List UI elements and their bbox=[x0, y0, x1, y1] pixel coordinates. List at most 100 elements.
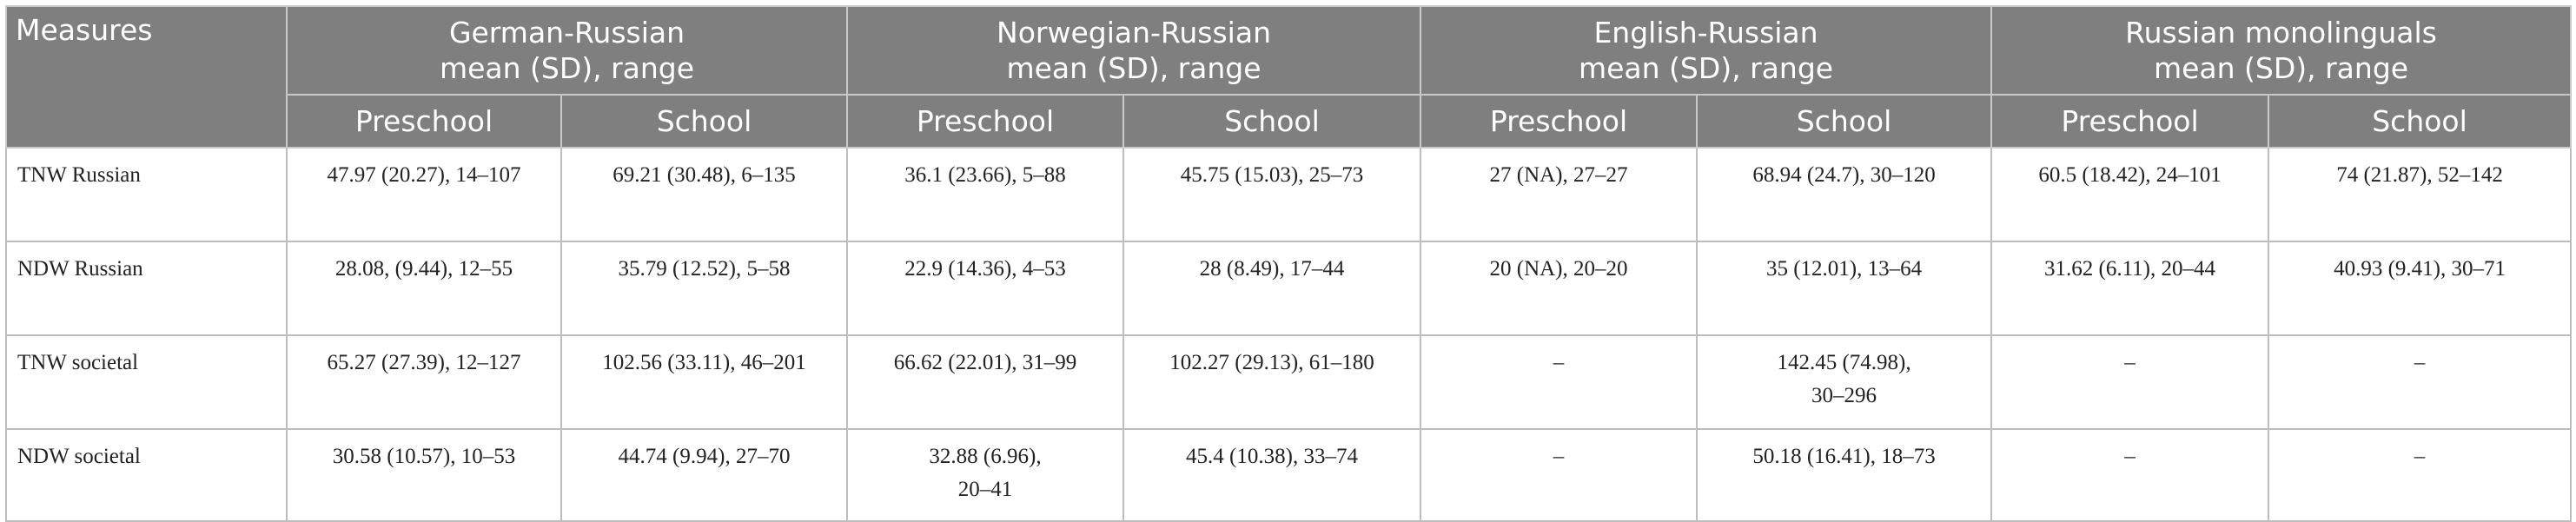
cell-text: 66.62 (22.01), 31–99 bbox=[893, 351, 1077, 374]
measures-table: Measures German-Russian mean (SD), range … bbox=[5, 5, 2573, 522]
cell-text: 47.97 (20.27), 14–107 bbox=[327, 163, 521, 187]
table-cell: 102.27 (29.13), 61–180 bbox=[1122, 334, 1422, 430]
table-cell: – bbox=[1420, 428, 1699, 522]
measure-label: TNW societal bbox=[5, 334, 288, 430]
table-cell: – bbox=[1990, 334, 2270, 430]
table-cell: 35.79 (12.52), 5–58 bbox=[560, 241, 848, 336]
group-header-line: mean (SD), range bbox=[1578, 51, 1834, 85]
table-cell: 50.18 (16.41), 18–73 bbox=[1696, 428, 1993, 522]
subheader-preschool: Preschool bbox=[1990, 94, 2270, 149]
table-cell: 142.45 (74.98), 30–296 bbox=[1696, 334, 1993, 430]
cell-text: 30.58 (10.57), 10–53 bbox=[332, 445, 516, 468]
subheader-preschool: Preschool bbox=[846, 94, 1124, 149]
table-cell: 22.9 (14.36), 4–53 bbox=[846, 241, 1124, 336]
table-cell: 65.27 (27.39), 12–127 bbox=[286, 334, 562, 430]
group-header-line: English-Russian bbox=[1593, 16, 1818, 50]
table-cell: 35 (12.01), 13–64 bbox=[1696, 241, 1993, 336]
measure-label: NDW Russian bbox=[5, 241, 288, 336]
header-row: Measures German-Russian mean (SD), range … bbox=[5, 5, 2573, 149]
cell-text: 28.08, (9.44), 12–55 bbox=[334, 257, 513, 281]
table-cell: – bbox=[1420, 334, 1699, 430]
subheader-preschool: Preschool bbox=[286, 94, 562, 149]
measure-label: TNW Russian bbox=[5, 147, 288, 242]
cell-text: 45.75 (15.03), 25–73 bbox=[1180, 163, 1364, 187]
group-header-norwegian-russian: Norwegian-Russian mean (SD), range bbox=[845, 5, 1422, 96]
table-cell: 20 (NA), 20–20 bbox=[1420, 241, 1699, 336]
group-header-line: German-Russian bbox=[448, 16, 685, 50]
group-header-german-russian: German-Russian mean (SD), range bbox=[286, 5, 848, 96]
cell-text: – bbox=[2414, 351, 2426, 374]
table-cell: 68.94 (24.7), 30–120 bbox=[1696, 147, 1993, 242]
table-row: NDW societal 30.58 (10.57), 10–53 44.74 (9… bbox=[5, 428, 2573, 522]
table-cell: 47.97 (20.27), 14–107 bbox=[286, 147, 562, 242]
subheader-school: School bbox=[1696, 94, 1993, 149]
table-cell: 28.08, (9.44), 12–55 bbox=[286, 241, 562, 336]
table-cell: 40.93 (9.41), 30–71 bbox=[2268, 241, 2573, 336]
table-cell: 36.1 (23.66), 5–88 bbox=[846, 147, 1124, 242]
table-cell: 45.75 (15.03), 25–73 bbox=[1122, 147, 1422, 242]
subheader-school: School bbox=[560, 94, 848, 149]
table-row: TNW societal 65.27 (27.39), 12–127 102.56 … bbox=[5, 334, 2573, 430]
cell-text: – bbox=[2124, 351, 2136, 374]
cell-text: 20–41 bbox=[957, 478, 1013, 501]
cell-text: 69.21 (30.48), 6–135 bbox=[613, 163, 796, 187]
cell-text: 28 (8.49), 17–44 bbox=[1199, 257, 1345, 281]
table-cell: 45.4 (10.38), 33–74 bbox=[1122, 428, 1422, 522]
cell-text: 74 (21.87), 52–142 bbox=[2336, 163, 2503, 187]
table-cell: – bbox=[1990, 428, 2270, 522]
cell-text: – bbox=[1553, 351, 1565, 374]
subheader-row: Preschool School Preschool School Presch… bbox=[6, 94, 2573, 149]
table-cell: 30.58 (10.57), 10–53 bbox=[286, 428, 562, 522]
cell-text: 102.27 (29.13), 61–180 bbox=[1169, 351, 1374, 374]
cell-text: 32.88 (6.96), bbox=[929, 445, 1042, 468]
group-header-line: Norwegian-Russian bbox=[997, 16, 1271, 50]
cell-text: 142.45 (74.98), bbox=[1777, 351, 1911, 374]
group-header-english-russian: English-Russian mean (SD), range bbox=[1420, 5, 1993, 96]
cell-text: 65.27 (27.39), 12–127 bbox=[327, 351, 521, 374]
measure-label: NDW societal bbox=[5, 428, 288, 522]
table-cell: 28 (8.49), 17–44 bbox=[1122, 241, 1422, 336]
cell-text: 60.5 (18.42), 24–101 bbox=[2038, 163, 2222, 187]
cell-text: – bbox=[2414, 445, 2426, 468]
cell-text: – bbox=[2124, 445, 2136, 468]
table-cell: 27 (NA), 27–27 bbox=[1420, 147, 1699, 242]
table-cell: 102.56 (33.11), 46–201 bbox=[560, 334, 848, 430]
cell-text: 31.62 (6.11), 20–44 bbox=[2044, 257, 2215, 281]
group-header-russian-monolinguals: Russian monolinguals mean (SD), range bbox=[1990, 5, 2573, 96]
cell-text: 102.56 (33.11), 46–201 bbox=[602, 351, 806, 374]
table-cell: 74 (21.87), 52–142 bbox=[2268, 147, 2573, 242]
table-body: TNW Russian 47.97 (20.27), 14–107 69.21 (3… bbox=[5, 147, 2573, 522]
table-cell: 66.62 (22.01), 31–99 bbox=[846, 334, 1124, 430]
cell-text: 35 (12.01), 13–64 bbox=[1765, 257, 1923, 281]
group-header-line: mean (SD), range bbox=[1006, 51, 1262, 85]
table-row: NDW Russian 28.08, (9.44), 12–55 35.79 (12… bbox=[5, 241, 2573, 336]
cell-text: 40.93 (9.41), 30–71 bbox=[2334, 257, 2506, 281]
table-container: Measures German-Russian mean (SD), range … bbox=[5, 5, 2573, 522]
subheader-school: School bbox=[1122, 94, 1422, 149]
cell-text: – bbox=[1553, 445, 1565, 468]
cell-text: 50.18 (16.41), 18–73 bbox=[1752, 445, 1936, 468]
table-cell: 31.62 (6.11), 20–44 bbox=[1990, 241, 2270, 336]
table-cell: – bbox=[2268, 334, 2573, 430]
cell-text: 44.74 (9.94), 27–70 bbox=[618, 445, 791, 468]
table-cell: 60.5 (18.42), 24–101 bbox=[1990, 147, 2270, 242]
cell-text: 22.9 (14.36), 4–53 bbox=[904, 257, 1066, 281]
cell-text: 20 (NA), 20–20 bbox=[1489, 257, 1628, 281]
cell-text: 36.1 (23.66), 5–88 bbox=[904, 163, 1066, 187]
group-header-line: mean (SD), range bbox=[2153, 51, 2409, 85]
table-row: TNW Russian 47.97 (20.27), 14–107 69.21 (3… bbox=[5, 147, 2573, 242]
group-header-line: mean (SD), range bbox=[439, 51, 695, 85]
table-cell: 44.74 (9.94), 27–70 bbox=[560, 428, 848, 522]
subheader-preschool: Preschool bbox=[1420, 94, 1699, 149]
cell-text: 35.79 (12.52), 5–58 bbox=[618, 257, 791, 281]
group-header-line: Russian monolinguals bbox=[2125, 16, 2437, 50]
cell-text: 27 (NA), 27–27 bbox=[1489, 163, 1628, 187]
cell-text: 30–296 bbox=[1811, 384, 1877, 407]
cell-text: 45.4 (10.38), 33–74 bbox=[1186, 445, 1358, 468]
table-cell: 32.88 (6.96), 20–41 bbox=[846, 428, 1124, 522]
table-cell: – bbox=[2268, 428, 2573, 522]
measures-header: Measures bbox=[5, 5, 288, 149]
table-cell: 69.21 (30.48), 6–135 bbox=[560, 147, 848, 242]
cell-text: 68.94 (24.7), 30–120 bbox=[1752, 163, 1936, 187]
subheader-school: School bbox=[2268, 94, 2573, 149]
